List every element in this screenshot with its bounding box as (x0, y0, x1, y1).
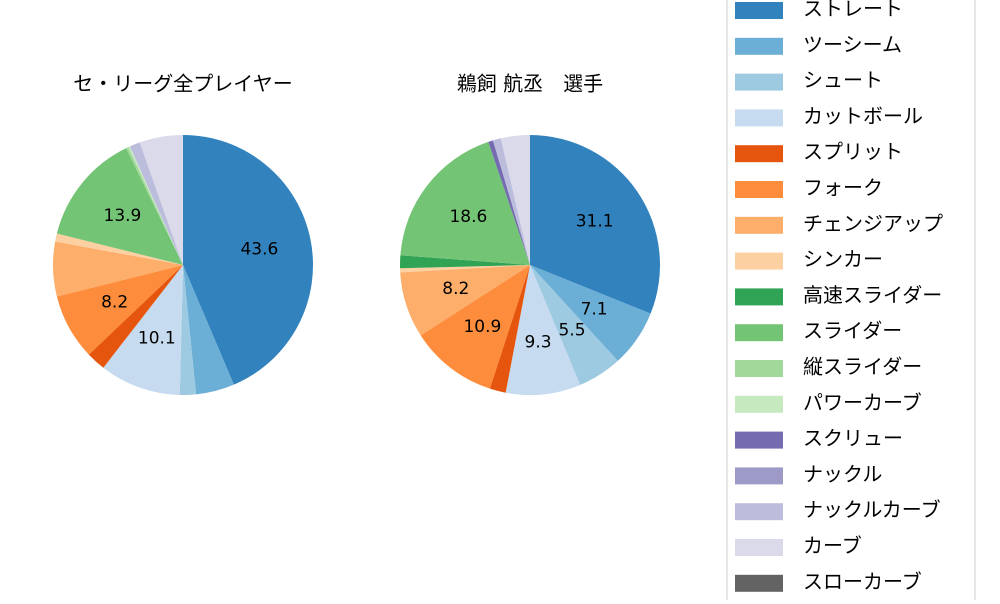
slice-label: 43.6 (240, 239, 278, 259)
chart-title: セ・リーグ全プレイヤー (73, 72, 292, 96)
legend-swatch (735, 252, 783, 270)
legend-label: スプリット (803, 140, 903, 164)
legend-swatch (735, 431, 783, 449)
legend-label: ナックル (803, 462, 882, 486)
slice-label: 9.3 (525, 333, 552, 353)
pie-slice (500, 135, 530, 265)
slice-label: 10.9 (463, 317, 501, 337)
legend-swatch (735, 73, 783, 91)
legend-label: スローカーブ (803, 569, 922, 593)
pie-slice (183, 265, 234, 395)
legend-swatch (735, 145, 783, 163)
pie-slice (400, 265, 530, 273)
legend-swatch (735, 360, 783, 377)
legend-swatch (735, 395, 783, 413)
slice-label: 31.1 (576, 211, 614, 231)
pie-slice (103, 265, 183, 395)
slice-label: 18.6 (449, 207, 487, 227)
legend-label: シュート (803, 68, 883, 92)
legend-label: カーブ (803, 534, 862, 558)
legend-label: ツーシーム (803, 32, 902, 56)
legend-swatch (735, 539, 783, 556)
legend-label: 高速スライダー (803, 283, 942, 307)
pie-slice (488, 140, 530, 265)
pie-slice (53, 241, 184, 297)
pie-slice (179, 265, 197, 396)
legend-label: 縦スライダー (803, 355, 922, 379)
legend-label: フォーク (803, 176, 883, 200)
slice-label: 7.1 (581, 299, 608, 319)
chart-title: 鵜飼 航丞 選手 (457, 72, 603, 96)
pie-slice (128, 146, 183, 265)
pie-slice (56, 265, 183, 355)
pie-slice (492, 138, 530, 265)
legend-swatch (735, 467, 783, 485)
legend-swatch (735, 574, 783, 592)
legend-swatch (735, 288, 783, 306)
legend-label: スライダー (803, 319, 902, 343)
legend-label: チェンジアップ (803, 211, 943, 235)
pie-slice (56, 148, 183, 265)
pie-slice (126, 147, 183, 265)
pie-slice (139, 135, 183, 265)
slice-label: 5.5 (558, 321, 585, 341)
pie-slice (88, 265, 183, 368)
legend-swatch (735, 216, 783, 234)
pie-slice (400, 265, 530, 336)
legend-swatch (735, 324, 783, 342)
legend-label: ナックルカーブ (803, 498, 941, 522)
pie-slice (530, 135, 660, 314)
slice-label: 8.2 (442, 279, 469, 299)
pie-slice (400, 141, 530, 265)
slice-label: 13.9 (104, 206, 142, 226)
pie-slice (505, 265, 581, 395)
legend-label: シンカー (803, 247, 883, 271)
pie-slice (420, 265, 530, 389)
legend-label: ストレート (803, 0, 903, 21)
legend-label: パワーカーブ (803, 390, 922, 414)
legend-swatch (735, 2, 783, 19)
legend-swatch (735, 181, 783, 198)
legend-label: カットボール (803, 104, 923, 128)
pie-slice (530, 265, 618, 385)
pie-slice (400, 255, 530, 269)
pie-slice (183, 135, 313, 385)
pie-slice (55, 233, 183, 265)
legend-swatch (735, 503, 783, 521)
legend-frame (726, 0, 976, 604)
legend-swatch (735, 37, 783, 55)
legend-swatch (735, 109, 783, 127)
slice-label: 10.1 (138, 328, 176, 348)
pie-slice (489, 265, 530, 393)
slice-label: 8.2 (101, 293, 128, 313)
legend-label: スクリュー (803, 426, 903, 450)
pie-slice (129, 142, 183, 265)
pie-slice (530, 265, 651, 361)
